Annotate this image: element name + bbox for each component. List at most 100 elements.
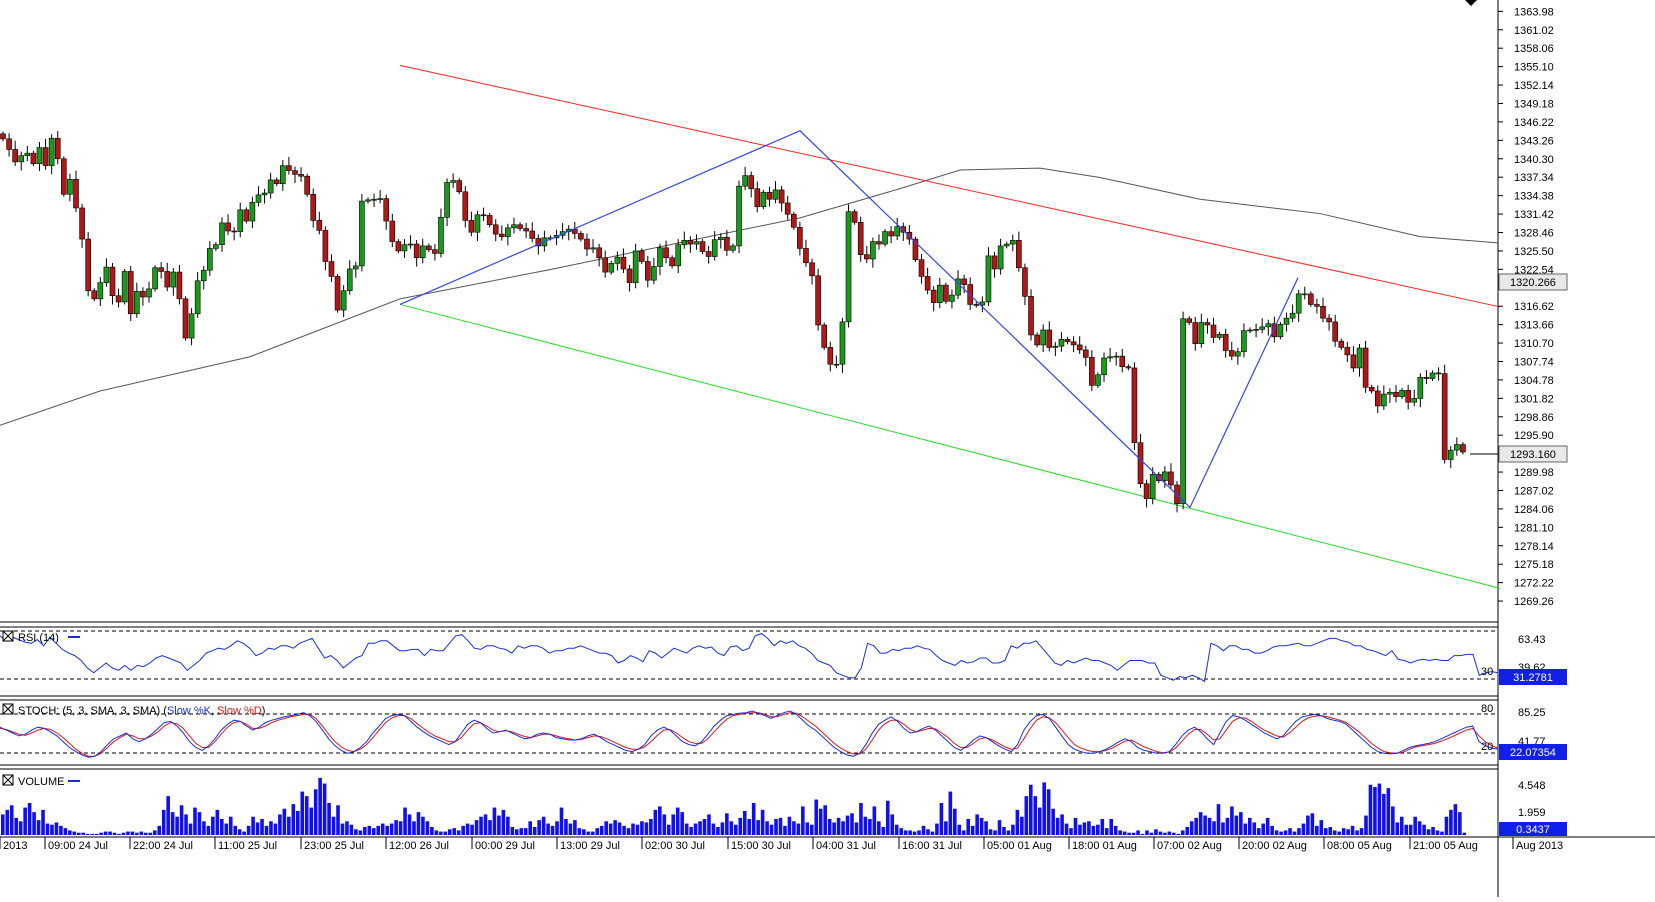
- candle-body: [79, 207, 85, 240]
- candle-body: [742, 175, 748, 187]
- volume-bar: [1350, 825, 1355, 835]
- volume-bar: [1408, 824, 1413, 835]
- volume-bar: [836, 817, 841, 835]
- volume-bar: [1020, 816, 1024, 835]
- volume-bar: [514, 829, 519, 835]
- candle-body: [407, 243, 414, 246]
- candle-body: [0, 133, 6, 140]
- stoch-level-label: 85.25: [1518, 707, 1546, 719]
- volume-bar: [666, 824, 671, 835]
- candle-body: [115, 295, 122, 303]
- volume-bar: [497, 815, 501, 835]
- candle-body: [219, 222, 225, 245]
- volume-bar: [1, 814, 5, 835]
- volume-bar: [541, 816, 546, 835]
- volume-bar: [99, 832, 103, 835]
- volume-bar: [1216, 804, 1221, 835]
- svg-text:1320.266: 1320.266: [1510, 277, 1556, 289]
- volume-bar: [1270, 825, 1274, 835]
- volume-bar: [1011, 824, 1015, 835]
- volume-bar: [63, 828, 68, 835]
- volume-bar: [1203, 815, 1207, 835]
- volume-bar: [144, 832, 148, 835]
- volume-bar: [474, 820, 479, 835]
- candle-body: [1247, 329, 1253, 332]
- volume-bar: [707, 814, 711, 835]
- volume-bar: [1082, 822, 1087, 835]
- volume-bar: [1015, 809, 1020, 835]
- volume-bar: [1055, 817, 1060, 835]
- volume-bar: [546, 823, 550, 835]
- volume-bar: [774, 819, 778, 835]
- candle-body: [584, 238, 590, 250]
- volume-bar: [1078, 824, 1082, 835]
- volume-bar: [1315, 825, 1319, 835]
- candle-body: [1393, 391, 1399, 397]
- volume-bar: [18, 821, 23, 835]
- volume-bar: [1399, 816, 1404, 835]
- volume-bar: [1319, 820, 1324, 835]
- candle-body: [912, 238, 919, 260]
- volume-bar: [278, 814, 282, 835]
- volume-bar: [854, 822, 859, 835]
- candle-body: [146, 288, 152, 298]
- time-tick-label: 12:00 26 Jul: [389, 840, 449, 852]
- volume-bar: [27, 803, 32, 835]
- stoch-level-label: 20: [1481, 741, 1493, 753]
- volume-bar: [805, 822, 810, 835]
- volume-bar: [1091, 825, 1096, 835]
- candle-body: [1089, 357, 1095, 386]
- volume-level-label: 4.548: [1518, 780, 1546, 792]
- volume-bar: [470, 824, 474, 835]
- scroll-marker-icon[interactable]: [1465, 0, 1477, 6]
- volume-bar: [1288, 828, 1292, 835]
- candle-body: [225, 222, 231, 232]
- volume-bar: [251, 816, 255, 835]
- volume-bar: [94, 833, 99, 835]
- volume-bar: [729, 821, 734, 835]
- volume-bar: [282, 808, 287, 835]
- time-tick-label: 2013: [3, 840, 27, 852]
- candle-body: [1082, 349, 1089, 358]
- volume-bar: [197, 812, 202, 835]
- volume-bar: [45, 823, 50, 835]
- price-tick-label: 1322.54: [1514, 264, 1554, 276]
- candle-body: [316, 220, 323, 231]
- volume-bar: [1113, 825, 1118, 835]
- volume-bar: [783, 825, 787, 835]
- candle-body: [267, 179, 274, 194]
- volume-bar: [1230, 806, 1234, 835]
- volume-bar: [41, 809, 45, 835]
- candle-body: [602, 257, 609, 273]
- volume-bar: [1417, 821, 1422, 835]
- volume-bar: [769, 824, 774, 835]
- candle-body: [973, 304, 980, 306]
- volume-bar: [394, 820, 398, 835]
- candle-body: [158, 267, 164, 272]
- zigzag-pattern-line: [399, 130, 1299, 509]
- volume-bar: [1109, 819, 1114, 835]
- volume-bar: [367, 825, 372, 835]
- volume-bar: [1167, 831, 1172, 835]
- candle-body: [1198, 322, 1205, 344]
- volume-bar: [818, 808, 823, 835]
- price-tick-label: 1298.86: [1514, 412, 1554, 424]
- candle-body: [1210, 324, 1217, 338]
- volume-bar: [327, 803, 331, 835]
- channel-resistance-line: [399, 64, 1501, 308]
- candle-body: [608, 263, 615, 273]
- candle-body: [1131, 367, 1138, 443]
- candle-body: [1119, 355, 1126, 368]
- volume-bar: [291, 804, 296, 835]
- volume-bar: [827, 819, 832, 835]
- volume-bar: [564, 819, 568, 835]
- candle-body: [809, 262, 815, 277]
- volume-bar: [1368, 784, 1373, 835]
- candle-body: [486, 215, 493, 226]
- candle-body: [450, 180, 456, 183]
- time-tick-label: 18:00 01 Aug: [1072, 840, 1137, 852]
- volume-bar: [14, 817, 19, 835]
- candle-body: [1368, 386, 1375, 392]
- volume-bar: [412, 821, 416, 835]
